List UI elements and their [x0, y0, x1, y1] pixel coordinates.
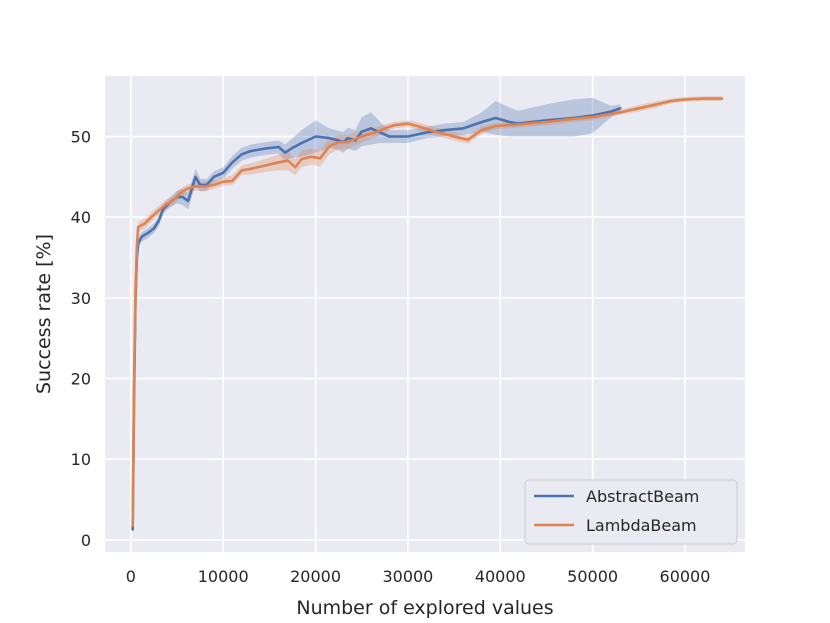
y-tick-label: 40	[71, 208, 91, 227]
legend-label-lambdabeam: LambdaBeam	[586, 516, 697, 535]
x-axis-label: Number of explored values	[296, 597, 553, 619]
y-tick-label: 30	[71, 289, 91, 308]
plot-background	[105, 76, 745, 552]
y-tick-label: 0	[81, 531, 91, 550]
grid	[105, 76, 745, 552]
legend: AbstractBeam LambdaBeam	[524, 479, 738, 545]
series-lines	[131, 97, 724, 531]
y-axis-ticks: 0 10 20 30 40 50	[71, 128, 91, 550]
x-tick-label: 0	[126, 567, 136, 586]
x-tick-label: 30000	[382, 567, 433, 586]
x-axis-ticks: 0 10000 20000 30000 40000 50000 60000	[126, 567, 711, 586]
x-tick-label: 60000	[660, 567, 711, 586]
x-tick-label: 10000	[198, 567, 249, 586]
x-tick-label: 40000	[475, 567, 526, 586]
x-tick-label: 20000	[290, 567, 341, 586]
legend-label-abstractbeam: AbstractBeam	[586, 487, 699, 506]
legend-box	[524, 479, 738, 545]
y-axis-label: Success rate [%]	[33, 234, 55, 394]
y-tick-label: 20	[71, 370, 91, 389]
y-tick-label: 10	[71, 450, 91, 469]
series-line-abstractbeam	[131, 107, 622, 531]
y-tick-label: 50	[71, 128, 91, 147]
series-line-lambdabeam	[131, 97, 724, 527]
x-tick-label: 50000	[567, 567, 618, 586]
